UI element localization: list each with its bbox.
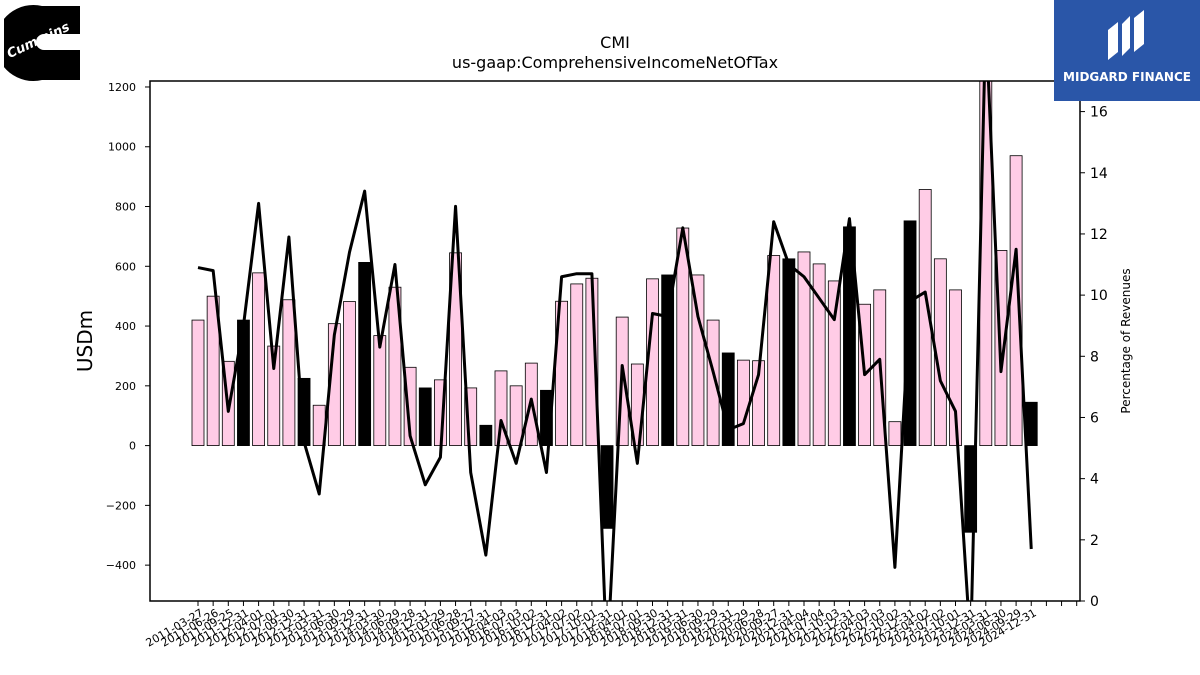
y2-axis-label: Percentage of Revenues — [1119, 268, 1133, 413]
y2-tick-label-8: 8 — [1090, 349, 1099, 365]
pct-of-revenues-line — [197, 81, 1033, 601]
y2-tick-label-4: 4 — [1090, 472, 1099, 488]
bar-2015-12-31 — [479, 424, 493, 446]
bar-2020-03-29 — [737, 359, 750, 447]
bar-2017-12-31 — [600, 445, 614, 529]
bar-2011-12-31 — [237, 319, 250, 446]
bar-2012-07-01 — [267, 345, 281, 446]
line-group — [197, 81, 1033, 601]
bar-2011-06-26 — [206, 295, 220, 447]
y-tick-label-200: 200 — [115, 380, 136, 393]
midgard-finance-logo: MIDGARD FINANCE — [1054, 0, 1200, 101]
bar-2022-10-02 — [888, 421, 902, 447]
y-tick-label-0: 0 — [129, 440, 136, 453]
cummins-logo: Cummins — [0, 4, 88, 84]
bar-2023-04-02 — [918, 189, 932, 446]
y-ticks-group: −400 −200 0 200 400 600 800 1000 1200 — [106, 81, 150, 572]
y2-tick-label-2: 2 — [1090, 533, 1099, 549]
bar-2013-12-31 — [358, 261, 372, 446]
y-tick-label--400: −400 — [106, 559, 136, 572]
bar-2016-07-03 — [509, 385, 523, 446]
y-tick-label-400: 400 — [115, 320, 136, 333]
y-tick-label--200: −200 — [106, 499, 136, 512]
bar-2021-10-03 — [827, 280, 841, 446]
bar-2013-09-29 — [343, 301, 356, 446]
y2-tick-label-0: 0 — [1090, 594, 1099, 610]
bar-2021-04-04 — [797, 251, 811, 447]
bar-2011-03-27 — [191, 319, 205, 446]
y-tick-label-600: 600 — [115, 260, 136, 273]
y2-tick-label-14: 14 — [1090, 166, 1108, 182]
bar-2019-06-30 — [691, 274, 705, 446]
axes-group — [149, 80, 1081, 602]
chart-title: CMI — [600, 33, 630, 52]
y2-tick-label-6: 6 — [1090, 410, 1099, 426]
y-tick-label-1000: 1000 — [108, 141, 136, 154]
bar-2015-06-28 — [449, 252, 462, 446]
bar-2017-07-02 — [570, 283, 584, 447]
bar-2020-12-31 — [782, 258, 796, 447]
y-tick-label-800: 800 — [115, 201, 136, 214]
y2-tick-label-12: 12 — [1090, 227, 1108, 243]
bar-2014-12-31 — [418, 387, 432, 447]
y2-tick-label-10: 10 — [1090, 288, 1108, 304]
bar-2024-09-29 — [1009, 155, 1023, 447]
bar-2021-07-04 — [812, 263, 826, 446]
plot-frame — [149, 80, 1081, 602]
y2-ticks-group: 0 2 4 6 8 10 12 14 16 — [1080, 105, 1108, 610]
bar-2014-06-29 — [388, 286, 402, 446]
bar-2018-12-31 — [661, 274, 675, 446]
y2-tick-label-16: 16 — [1090, 105, 1108, 121]
y-tick-label-1200: 1200 — [108, 81, 136, 94]
bar-2019-09-29 — [706, 319, 720, 446]
bar-2012-09-30 — [282, 299, 296, 447]
bar-2019-12-31 — [721, 352, 735, 446]
bar-2014-03-30 — [373, 335, 387, 446]
x-ticks-group: 2011-03-272011-06-262011-09-252011-12-31… — [144, 601, 1078, 650]
chart-subtitle: us-gaap:ComprehensiveIncomeNetOfTax — [452, 53, 778, 72]
bar-2022-12-31 — [903, 220, 917, 447]
midgard-finance-text: MIDGARD FINANCE — [1063, 70, 1191, 84]
bar-2012-04-01 — [252, 272, 266, 446]
bar-2020-09-27 — [767, 255, 781, 447]
y-axis-label: USDm — [73, 310, 97, 372]
